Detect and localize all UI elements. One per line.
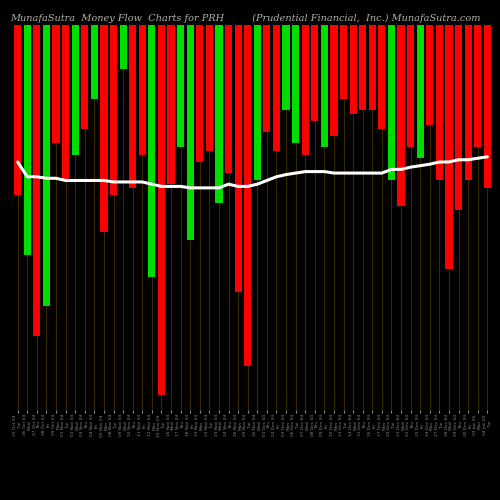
Bar: [302, 25, 309, 154]
Bar: [110, 25, 117, 196]
Bar: [416, 25, 424, 158]
Bar: [244, 25, 252, 365]
Bar: [225, 25, 232, 173]
Bar: [33, 25, 40, 336]
Bar: [474, 25, 482, 147]
Bar: [186, 25, 194, 240]
Bar: [359, 25, 366, 110]
Bar: [464, 25, 472, 180]
Bar: [455, 25, 462, 210]
Bar: [426, 25, 434, 125]
Bar: [398, 25, 404, 206]
Bar: [330, 25, 338, 136]
Bar: [292, 25, 299, 144]
Bar: [388, 25, 395, 180]
Bar: [234, 25, 242, 291]
Bar: [129, 25, 136, 188]
Bar: [120, 25, 126, 70]
Bar: [72, 25, 79, 154]
Bar: [62, 25, 69, 180]
Bar: [196, 25, 203, 162]
Bar: [340, 25, 347, 99]
Bar: [177, 25, 184, 147]
Bar: [138, 25, 146, 154]
Bar: [14, 25, 22, 196]
Bar: [484, 25, 491, 188]
Bar: [368, 25, 376, 110]
Bar: [350, 25, 356, 114]
Bar: [81, 25, 88, 128]
Bar: [52, 25, 60, 144]
Bar: [216, 25, 222, 203]
Bar: [168, 25, 174, 184]
Bar: [24, 25, 31, 254]
Bar: [100, 25, 107, 233]
Bar: [158, 25, 165, 395]
Bar: [43, 25, 50, 306]
Bar: [282, 25, 290, 110]
Text: MunafaSutra  Money Flow  Charts for PRH         (Prudential Financial,  Inc.) Mu: MunafaSutra Money Flow Charts for PRH (P…: [10, 14, 480, 23]
Bar: [311, 25, 318, 121]
Bar: [148, 25, 156, 276]
Bar: [264, 25, 270, 132]
Bar: [407, 25, 414, 147]
Bar: [254, 25, 261, 180]
Bar: [273, 25, 280, 151]
Bar: [91, 25, 98, 99]
Bar: [206, 25, 213, 151]
Bar: [378, 25, 386, 128]
Bar: [446, 25, 452, 270]
Bar: [436, 25, 443, 180]
Bar: [321, 25, 328, 147]
